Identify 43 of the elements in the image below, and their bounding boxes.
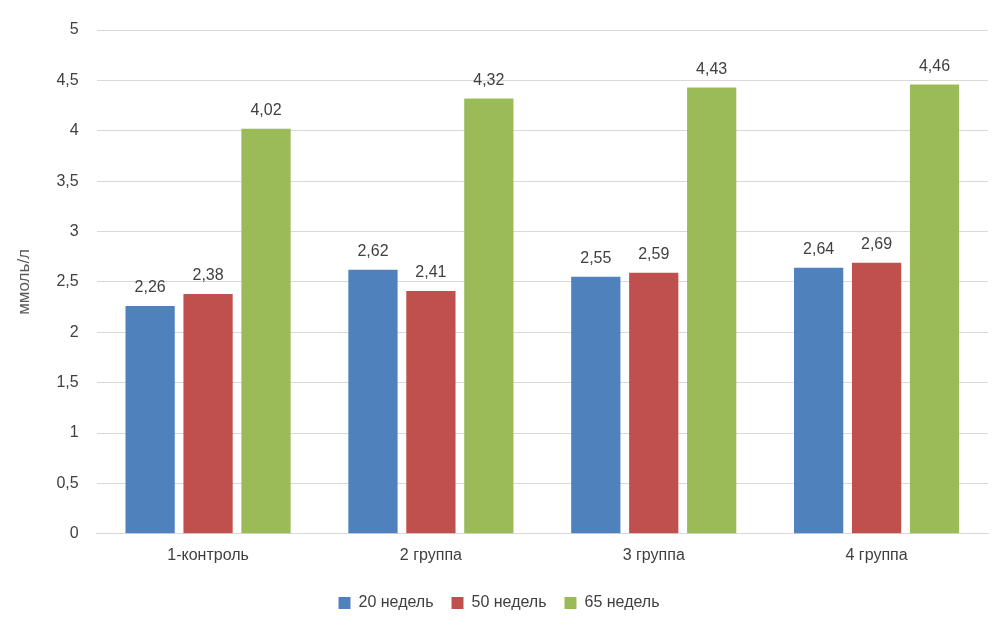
bar — [909, 84, 960, 534]
y-tick-label: 1 — [69, 423, 79, 441]
bar — [183, 293, 233, 534]
legend-label: 65 недель — [584, 593, 660, 611]
data-label: 2,59 — [638, 245, 670, 263]
bar — [406, 290, 456, 534]
bar — [629, 272, 679, 534]
bar — [241, 128, 291, 534]
legend-label: 50 недель — [471, 593, 547, 611]
x-tick-label: 2 группа — [399, 545, 463, 563]
data-label: 2,55 — [580, 249, 612, 267]
bar — [687, 87, 737, 534]
data-label: 2,62 — [357, 242, 389, 260]
bar — [851, 262, 902, 534]
y-tick-label: 4 — [69, 121, 79, 139]
y-tick-label: 4,5 — [56, 70, 79, 88]
y-tick-label: 3,5 — [56, 171, 79, 189]
y-axis-title: ммоль/л — [13, 248, 33, 315]
legend-label: 20 недель — [358, 593, 434, 611]
data-label: 4,32 — [473, 70, 505, 88]
y-tick-label: 0,5 — [56, 473, 79, 491]
data-label: 2,38 — [192, 266, 224, 284]
x-tick-label: 1-контроль — [167, 545, 249, 563]
y-tick-label: 5 — [69, 20, 79, 38]
y-tick-label: 3 — [69, 221, 79, 239]
bar — [571, 276, 621, 534]
x-tick-label: 3 группа — [622, 545, 685, 563]
data-label: 4,43 — [696, 59, 728, 77]
y-tick-label: 0 — [69, 524, 79, 542]
bar — [794, 267, 844, 534]
bar — [125, 306, 175, 534]
x-tick-label: 4 группа — [845, 545, 908, 563]
y-tick-label: 2 — [69, 322, 79, 340]
data-label: 4,46 — [918, 56, 951, 74]
data-label: 2,64 — [803, 240, 835, 258]
bar — [464, 98, 514, 534]
data-label: 2,69 — [861, 235, 893, 253]
data-label: 4,02 — [250, 101, 282, 119]
y-tick-label: 1,5 — [56, 373, 79, 391]
data-label: 2,41 — [415, 263, 447, 281]
y-tick-label: 2,5 — [56, 272, 79, 290]
bar — [348, 269, 398, 534]
data-label: 2,26 — [134, 278, 166, 296]
